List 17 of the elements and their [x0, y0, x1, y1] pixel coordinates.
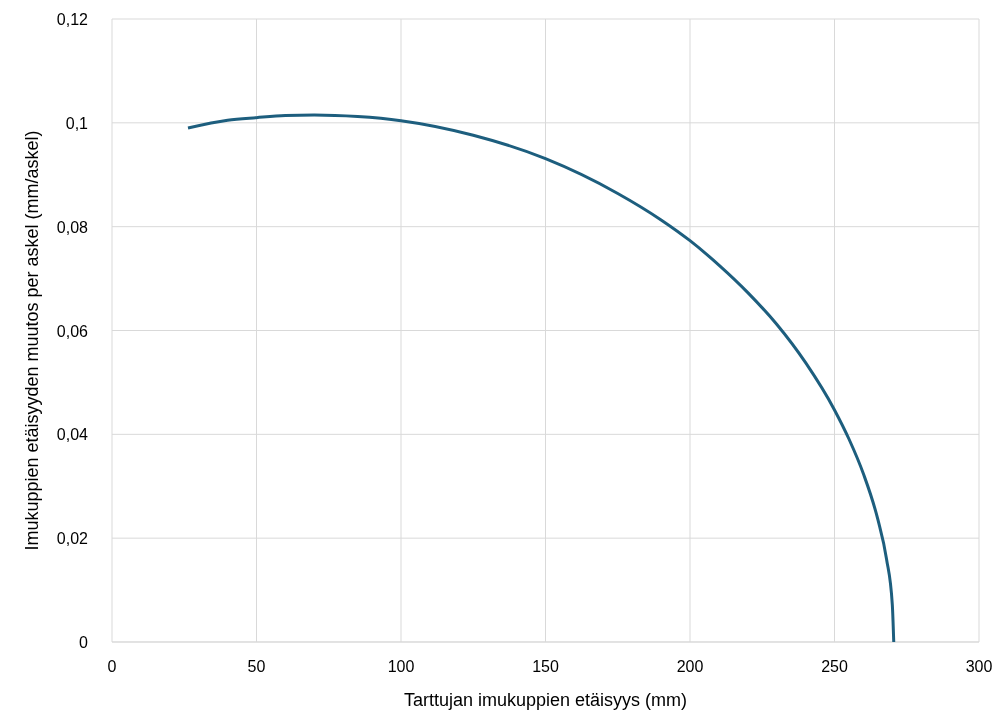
x-tick-label: 100 [387, 658, 415, 675]
line-series [186, 113, 896, 644]
x-axis-title: Tarttujan imukuppien etäisyys (mm) [403, 690, 688, 710]
y-tick-label: 0,08 [56, 218, 89, 236]
x-tick-label: 200 [676, 658, 704, 675]
x-tick-label: 300 [965, 658, 993, 675]
x-tick-label: 150 [532, 658, 559, 675]
y-tick-label: 0,1 [65, 114, 89, 132]
y-tick-label: 0 [79, 634, 89, 651]
y-tick-label: 0,04 [56, 426, 89, 444]
x-tick-label: 250 [821, 658, 848, 675]
y-tick-label: 0,12 [56, 11, 89, 28]
x-tick-label: 0 [107, 658, 117, 675]
x-tick-label: 50 [247, 658, 266, 675]
y-tick-label: 0,06 [56, 322, 89, 340]
y-tick-label: 0,02 [56, 530, 89, 548]
y-axis-title: Imukuppien etäisyyden muutos per askel (mm/askel) [22, 130, 42, 551]
